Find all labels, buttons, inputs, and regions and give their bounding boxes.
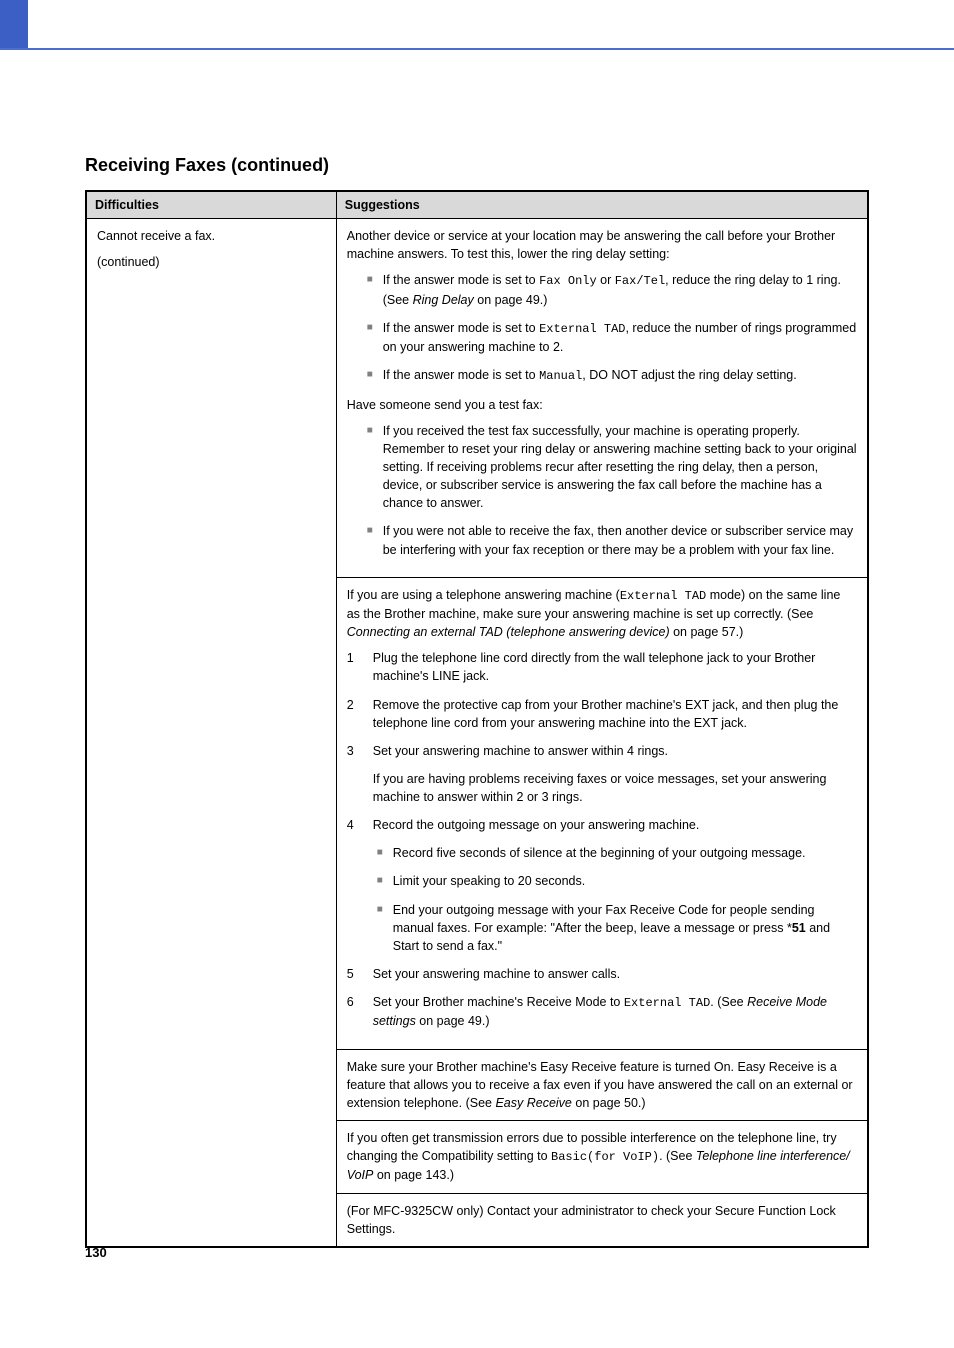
header-difficulties: Difficulties <box>86 191 336 219</box>
difficulties-cell: Cannot receive a fax. (continued) <box>86 219 336 1247</box>
diff-text-2: (continued) <box>97 253 326 271</box>
block2-step-4: 4Record the outgoing message on your ans… <box>347 816 857 834</box>
header-blue-bar <box>0 0 28 48</box>
section-title: Receiving Faxes (continued) <box>85 155 869 176</box>
suggestion-block-5: (For MFC-9325CW only) Contact your admin… <box>337 1193 867 1246</box>
page-number: 130 <box>85 1245 107 1260</box>
suggestion-block-4: If you often get transmission errors due… <box>337 1120 867 1193</box>
suggestions-cell: Another device or service at your locati… <box>336 219 868 1247</box>
header-line <box>0 48 954 50</box>
block2-intro: If you are using a telephone answering m… <box>347 586 857 642</box>
block2-step-4-b1: Record five seconds of silence at the be… <box>377 844 857 862</box>
block2-step-4-b2: Limit your speaking to 20 seconds. <box>377 872 857 890</box>
block1-intro: Another device or service at your locati… <box>347 227 857 263</box>
block2-step-3: 3Set your answering machine to answer wi… <box>347 742 857 760</box>
block2-step-6: 6 Set your Brother machine's Receive Mod… <box>347 993 857 1031</box>
block1-bullet-3: If the answer mode is set to Manual, DO … <box>367 366 857 385</box>
suggestion-block-2: If you are using a telephone answering m… <box>337 577 867 1049</box>
suggestion-block-1: Another device or service at your locati… <box>337 219 867 577</box>
faxes-table: Difficulties Suggestions Cannot receive … <box>85 190 869 1248</box>
block1-test-1: If you received the test fax successfull… <box>367 422 857 513</box>
block2-step-4-b3: End your outgoing message with your Fax … <box>377 901 857 955</box>
block2-step-1: 1Plug the telephone line cord directly f… <box>347 649 857 685</box>
suggestion-block-3: Make sure your Brother machine's Easy Re… <box>337 1049 867 1120</box>
block2-step-2: 2Remove the protective cap from your Bro… <box>347 696 857 732</box>
block1-bullet-2: If the answer mode is set to External TA… <box>367 319 857 357</box>
diff-text-1: Cannot receive a fax. <box>97 227 326 245</box>
block2-step-3-sub: If you are having problems receiving fax… <box>347 770 857 806</box>
block2-step-5: 5Set your answering machine to answer ca… <box>347 965 857 983</box>
header-suggestions: Suggestions <box>336 191 868 219</box>
block1-bullet-1: If the answer mode is set to Fax Only or… <box>367 271 857 309</box>
block1-test-2: If you were not able to receive the fax,… <box>367 522 857 558</box>
block1-test: Have someone send you a test fax: <box>347 396 857 414</box>
